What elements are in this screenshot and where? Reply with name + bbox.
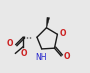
Text: O: O — [60, 29, 66, 38]
Text: O: O — [7, 39, 14, 48]
Text: NH: NH — [35, 53, 47, 62]
Text: O: O — [21, 49, 27, 58]
Text: O: O — [63, 52, 70, 61]
Polygon shape — [46, 17, 50, 28]
